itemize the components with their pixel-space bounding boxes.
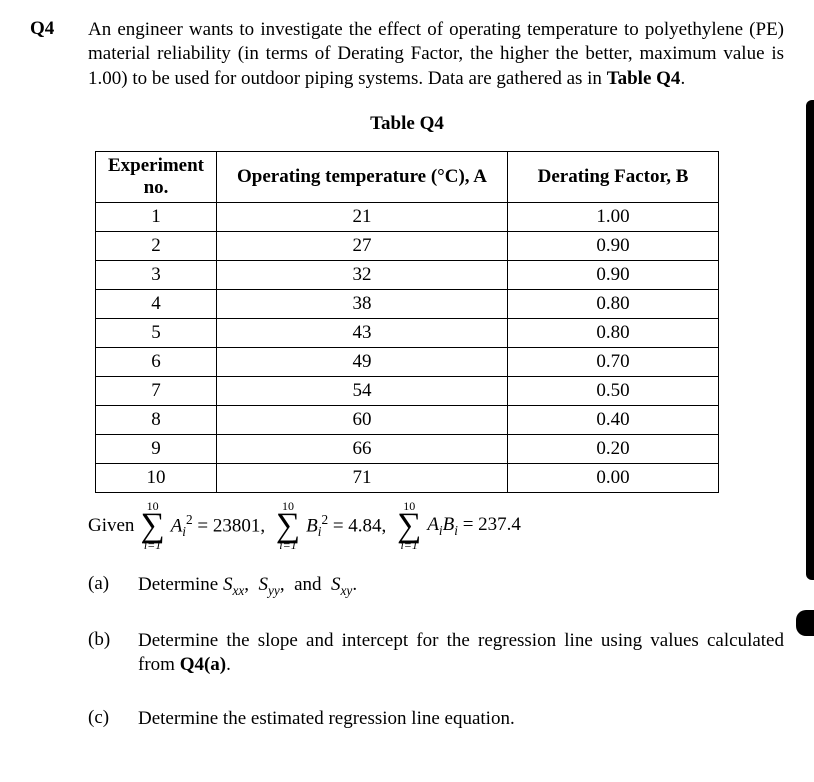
table-row: 7540.50 [96,376,719,405]
table-cell: 0.20 [508,434,719,463]
table-cell: 0.00 [508,463,719,492]
table-row: 1211.00 [96,202,719,231]
table-cell: 21 [217,202,508,231]
data-table: Experimentno.Operating temperature (°C),… [95,151,719,493]
part-row: (a)Determine Sxx, Syy, and Sxy. [88,573,784,599]
scan-artifact [806,100,814,580]
table-cell: 54 [217,376,508,405]
table-row: 10710.00 [96,463,719,492]
table-title: Table Q4 [30,113,784,135]
table-row: 3320.90 [96,260,719,289]
question-header-row: Q4 An engineer wants to investigate the … [30,18,784,91]
table-header: Operating temperature (°C), A [217,151,508,202]
part-text: Determine the estimated regression line … [138,707,784,731]
table-cell: 1.00 [508,202,719,231]
table-cell: 38 [217,289,508,318]
parts-list: (a)Determine Sxx, Syy, and Sxy.(b)Determ… [30,573,784,732]
table-cell: 6 [96,347,217,376]
table-wrapper: Experimentno.Operating temperature (°C),… [30,151,784,493]
table-cell: 0.50 [508,376,719,405]
question-number: Q4 [30,18,88,40]
part-text: Determine Sxx, Syy, and Sxy. [138,573,784,599]
given-label: Given [88,515,134,537]
table-cell: 1 [96,202,217,231]
part-row: (b)Determine the slope and intercept for… [88,629,784,678]
table-row: 4380.80 [96,289,719,318]
part-label: (b) [88,629,138,651]
table-cell: 43 [217,318,508,347]
table-header: Experimentno. [96,151,217,202]
part-row: (c)Determine the estimated regression li… [88,707,784,731]
table-row: 9660.20 [96,434,719,463]
table-cell: 66 [217,434,508,463]
table-cell: 4 [96,289,217,318]
table-cell: 3 [96,260,217,289]
summation-symbol: 10∑i=1 [276,509,300,543]
table-cell: 0.80 [508,318,719,347]
part-label: (a) [88,573,138,595]
table-cell: 9 [96,434,217,463]
table-row: 8600.40 [96,405,719,434]
table-cell: 8 [96,405,217,434]
part-text: Determine the slope and intercept for th… [138,629,784,678]
table-cell: 2 [96,231,217,260]
page: Q4 An engineer wants to investigate the … [0,0,814,782]
summation-symbol: 10∑i=1 [140,509,164,543]
question-prompt: An engineer wants to investigate the eff… [88,18,784,91]
given-term: Ai2 = 23801, [171,512,270,540]
table-cell: 32 [217,260,508,289]
table-cell: 0.40 [508,405,719,434]
table-cell: 0.90 [508,260,719,289]
table-cell: 0.80 [508,289,719,318]
table-header: Derating Factor, B [508,151,719,202]
table-cell: 71 [217,463,508,492]
table-row: 6490.70 [96,347,719,376]
given-term: AiBi = 237.4 [427,514,525,539]
scan-artifact [796,610,814,636]
table-cell: 7 [96,376,217,405]
table-cell: 27 [217,231,508,260]
given-term: Bi2 = 4.84, [306,512,391,540]
table-row: 2270.90 [96,231,719,260]
table-cell: 5 [96,318,217,347]
summation-symbol: 10∑i=1 [397,509,421,543]
table-cell: 0.70 [508,347,719,376]
table-cell: 10 [96,463,217,492]
part-label: (c) [88,707,138,729]
table-cell: 49 [217,347,508,376]
given-block: Given 10∑i=1Ai2 = 23801, 10∑i=1Bi2 = 4.8… [30,509,784,543]
table-cell: 60 [217,405,508,434]
table-cell: 0.90 [508,231,719,260]
table-row: 5430.80 [96,318,719,347]
